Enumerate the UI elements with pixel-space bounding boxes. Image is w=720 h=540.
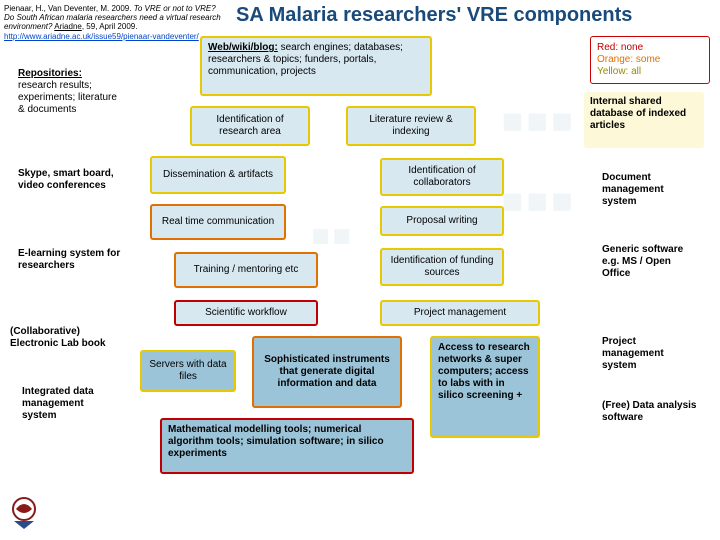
shared-db-box: Internal shared database of indexed arti… <box>584 92 704 148</box>
citation-block: Pienaar, H., Van Deventer, M. 2009. To V… <box>4 4 224 41</box>
watermark: ▪▪▪▪▪▪ <box>500 80 574 240</box>
ident-area-box: Identification of research area <box>190 106 310 146</box>
funding-box: Identification of funding sources <box>380 248 504 286</box>
sci-workflow-box: Scientific workflow <box>174 300 318 326</box>
realtime-box: Real time communication <box>150 204 286 240</box>
citation-journal: Ariadne <box>54 22 82 31</box>
citation-rest: , 59, April 2009. <box>82 22 138 31</box>
repositories-rest: research results; experiments; literatur… <box>18 80 117 115</box>
legend-box: Red: none Orange: some Yellow: all <box>590 36 710 84</box>
citation-url[interactable]: http://www.ariadne.ac.uk/issue59/pienaar… <box>4 32 199 41</box>
labbook-box: (Collaborative) Electronic Lab book <box>4 322 132 372</box>
citation-authors: Pienaar, H., Van Deventer, M. 2009. <box>4 4 131 13</box>
elearning-box: E-learning system for researchers <box>12 244 128 304</box>
proj-mgmt-box: Project management system <box>596 332 704 382</box>
legend-yellow: Yellow: all <box>597 66 641 78</box>
university-logo <box>6 495 42 534</box>
legend-orange: Orange: some <box>597 54 660 66</box>
proj-mgmt-flow-box: Project management <box>380 300 540 326</box>
web-wiki-head: Web/wiki/blog: <box>208 42 278 53</box>
ident-collab-box: Identification of collaborators <box>380 158 504 196</box>
web-wiki-box: Web/wiki/blog: search engines; databases… <box>200 36 432 96</box>
doc-mgmt-box: Document management system <box>596 168 704 224</box>
access-net-box: Access to research networks & super comp… <box>430 336 540 438</box>
dissem-box: Dissemination & artifacts <box>150 156 286 194</box>
repositories-head: Repositories: <box>18 68 82 79</box>
lit-review-box: Literature review & indexing <box>346 106 476 146</box>
servers-box: Servers with data files <box>140 350 236 392</box>
skype-box: Skype, smart board, video conferences <box>12 164 128 220</box>
proposal-box: Proposal writing <box>380 206 504 236</box>
generic-sw-box: Generic software e.g. MS / Open Office <box>596 240 704 312</box>
data-analysis-box: (Free) Data analysis software <box>596 396 704 446</box>
repositories-box: Repositories: research results; experime… <box>12 64 128 136</box>
modelling-box: Mathematical modelling tools; numerical … <box>160 418 414 474</box>
legend-red: Red: none <box>597 42 643 54</box>
training-box: Training / mentoring etc <box>174 252 318 288</box>
instruments-box: Sophisticated instruments that generate … <box>252 336 402 408</box>
integrated-box: Integrated data management system <box>16 382 120 442</box>
main-title: SA Malaria researchers' VRE components <box>236 4 632 27</box>
